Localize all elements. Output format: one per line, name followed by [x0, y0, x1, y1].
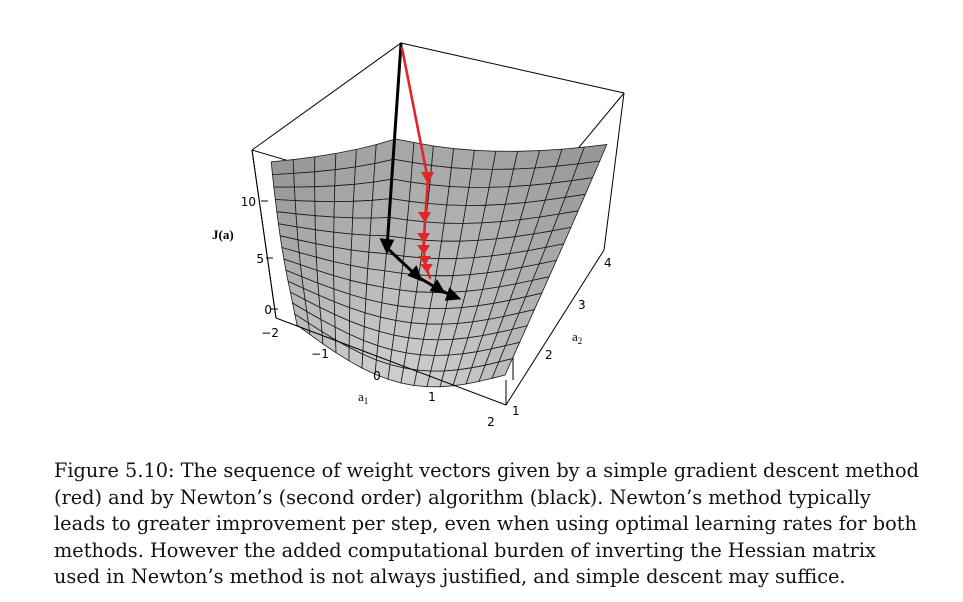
caption-line-5: used in Newton’s method is not always ju… [54, 565, 846, 588]
surface-facet [314, 152, 337, 173]
a2-tick-4: 4 [604, 256, 612, 270]
surface-facet [367, 251, 387, 272]
surface-facet [441, 222, 464, 242]
gd-arrowhead-1 [421, 172, 434, 184]
newton-arrowhead-4 [444, 287, 462, 301]
surface-facet [314, 215, 335, 233]
surface-facet [468, 168, 493, 188]
caption-line-2: (red) and by Newton’s (second order) alg… [54, 485, 871, 509]
surface-facet [393, 138, 415, 163]
surface-facet [292, 156, 316, 174]
surface-facet [352, 199, 373, 219]
z-tick-0: 0 [264, 303, 272, 317]
surface-facet [387, 217, 408, 239]
surface-facet [353, 163, 376, 185]
caption-line-4: methods. However the added computational… [54, 538, 876, 562]
surface-facet [471, 149, 497, 170]
gd-arrowhead-2 [418, 212, 431, 223]
z-tick-5: 5 [256, 252, 264, 266]
surface-facet [351, 217, 372, 236]
surface-facet [333, 216, 354, 235]
surface-facet [465, 186, 490, 206]
a1-axis: −2 −1 0 1 2 a1 [261, 326, 495, 429]
surface-facet [446, 186, 470, 206]
surface-facet [443, 204, 467, 224]
surface-facet [450, 148, 475, 170]
newton-arrowhead-3 [429, 279, 446, 295]
surface-facet [334, 148, 357, 171]
surface-facet [270, 159, 295, 176]
a1-tick-0: 0 [373, 369, 381, 383]
surface-facet [491, 358, 514, 379]
a1-tick--1: −1 [311, 347, 329, 361]
surface-facet [333, 200, 354, 219]
a2-tick-2: 2 [545, 348, 553, 362]
surface-facet [273, 186, 296, 202]
a1-tick-1: 1 [428, 390, 436, 404]
gd-arrowhead-3 [417, 233, 430, 243]
error-surface-mesh [270, 138, 608, 388]
a1-tick--2: −2 [261, 326, 279, 340]
newton-step-1 [385, 42, 403, 250]
gradient-descent-path [400, 46, 434, 280]
surface-facet [431, 145, 455, 169]
gradient-descent-arrowheads [417, 172, 434, 273]
newton-path [379, 42, 462, 301]
surface-facet [353, 181, 375, 202]
z-axis: 10 5 0 J(a) [212, 149, 278, 319]
surface-facet [293, 171, 316, 188]
a2-tick-3: 3 [578, 298, 586, 312]
gd-arrowhead-5 [418, 256, 431, 265]
surface-facet [427, 184, 450, 206]
surface-facet [388, 198, 410, 221]
surface-facet [448, 167, 473, 188]
a1-tick-2: 2 [487, 415, 495, 429]
surface-facet [391, 158, 413, 183]
caption-line-3: leads to greater improvement per step, e… [54, 512, 917, 535]
surface-facet [369, 217, 390, 237]
surface-facet [314, 169, 336, 188]
gd-arrowhead-6 [420, 264, 433, 273]
surface-facet [333, 183, 355, 203]
bounding-box-front [275, 249, 605, 406]
surface-plot-figure: 10 5 0 J(a) −2 −1 0 1 2 a1 1 2 3 4 a2 [212, 42, 625, 429]
a2-axis: 1 2 3 4 a2 [512, 256, 612, 418]
surface-facet [397, 289, 417, 309]
surface-facet [350, 233, 371, 253]
a2-tick-1: 1 [512, 404, 520, 418]
surface-facet [272, 172, 295, 188]
surface-facet [314, 200, 335, 218]
figure-caption: Figure 5.10: The sequence of weight vect… [54, 458, 919, 591]
newton-arrowhead-2 [407, 265, 423, 282]
surface-facet [314, 185, 336, 203]
z-tick-10: 10 [241, 195, 256, 209]
surface-facet [294, 200, 316, 217]
surface-facet [393, 320, 412, 339]
gd-arrowhead-4 [417, 245, 430, 255]
surface-facet [429, 165, 452, 187]
a1-axis-label: a1 [358, 389, 368, 406]
z-axis-label: J(a) [212, 227, 234, 242]
a2-axis-label: a2 [572, 329, 582, 346]
caption-line-1: Figure 5.10: The sequence of weight vect… [54, 459, 919, 482]
surface-facet [395, 305, 415, 324]
surface-facet [382, 270, 403, 291]
newton-arrowhead-1 [379, 238, 395, 255]
surface-facet [390, 178, 412, 202]
surface-facet [334, 166, 356, 187]
surface-facet [293, 186, 316, 202]
